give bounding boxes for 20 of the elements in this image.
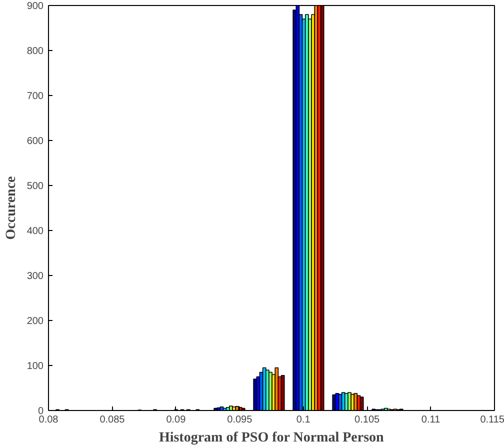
x-tick-label: 0.095 — [227, 414, 253, 426]
y-tick-label: 200 — [26, 316, 44, 327]
y-tick-label: 300 — [26, 271, 44, 282]
x-tick-label: 0.085 — [100, 414, 126, 426]
y-tick-label: 100 — [26, 361, 44, 372]
x-tick-label: 0.115 — [480, 414, 504, 426]
x-tick-label: 0.105 — [354, 414, 380, 426]
y-tick-label: 0 — [38, 406, 44, 417]
y-tick-label: 700 — [26, 91, 44, 102]
y-tick-label: 500 — [26, 181, 44, 192]
y-tick-label: 800 — [26, 46, 44, 57]
y-tick-label: 600 — [26, 136, 44, 147]
y-axis-title: Occurence — [4, 176, 19, 240]
x-tick-label: 0.08 — [38, 414, 59, 426]
x-tick-label: 0.1 — [296, 414, 311, 426]
y-tick-label: 900 — [26, 1, 44, 12]
x-axis-title: Histogram of PSO for Normal Person — [158, 430, 384, 446]
x-tick-label: 0.11 — [421, 414, 441, 426]
x-tick-label: 0.09 — [166, 414, 186, 426]
y-tick-label: 400 — [26, 226, 44, 237]
